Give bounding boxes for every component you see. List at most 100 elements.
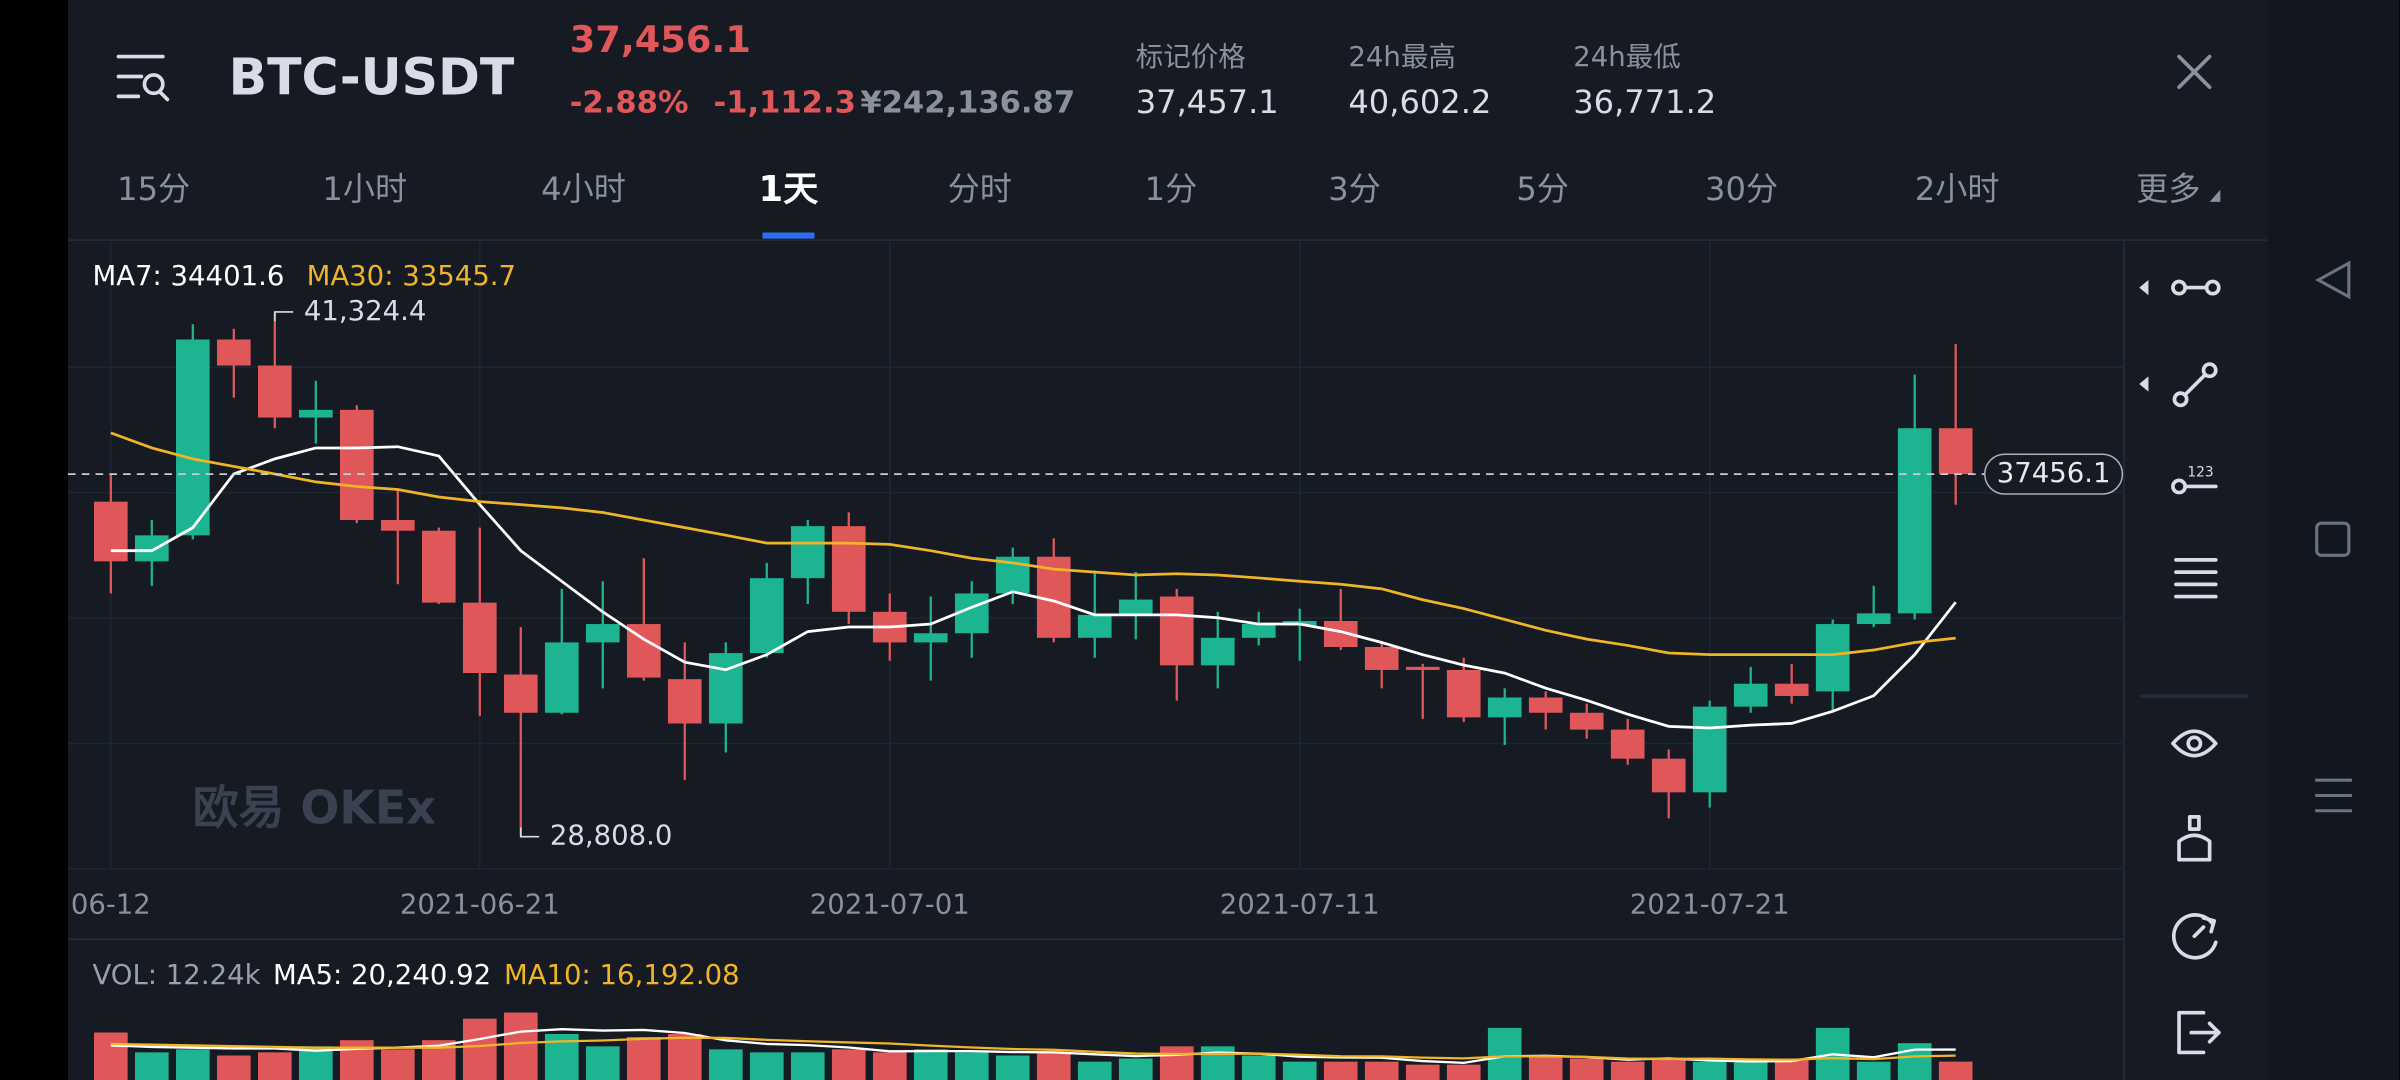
volume-bar <box>93 1032 128 1080</box>
horizontal-line-tool[interactable] <box>2171 279 2221 296</box>
reset-tool[interactable] <box>2171 913 2218 960</box>
volume-bar <box>1856 1061 1891 1080</box>
clear-tool[interactable] <box>2177 815 2212 862</box>
price-line-tool[interactable]: 123 <box>2171 465 2218 495</box>
tab[interactable]: 2小时 <box>1915 170 2000 208</box>
candle-body <box>1118 599 1153 615</box>
menu-icon[interactable] <box>116 54 170 102</box>
volume-bar <box>1364 1061 1399 1080</box>
watermark: 欧易 OKEx <box>193 780 436 834</box>
volume-bar <box>216 1055 251 1080</box>
candle-body <box>1897 428 1932 614</box>
volume-bar <box>585 1046 620 1080</box>
svg-text:123: 123 <box>2187 465 2213 481</box>
system-nav-bar <box>2267 0 2400 1080</box>
volume-bar <box>298 1046 333 1080</box>
x-tick-label: 2021-07-21 <box>1630 889 1790 921</box>
volume-bar <box>626 1037 661 1080</box>
candle-body <box>421 530 456 603</box>
candle-body <box>1733 683 1768 707</box>
volume-bar <box>503 1012 538 1080</box>
legend-entry: MA10: 16,192.08 <box>504 959 740 991</box>
candle-body <box>1487 697 1522 718</box>
volume-bar <box>1323 1061 1358 1080</box>
volume-bar <box>1159 1046 1194 1080</box>
current-price-label: 37456.1 <box>1997 457 2111 489</box>
system-nav <box>2315 260 2352 813</box>
volume-bar <box>708 1049 743 1080</box>
cny-price: ¥242,136.87 <box>860 86 1075 121</box>
indicator-tool[interactable] <box>2174 558 2218 599</box>
candle-body <box>1774 683 1809 696</box>
candle-body <box>749 578 784 654</box>
candle-body <box>708 653 743 724</box>
tab[interactable]: 15分 <box>117 170 190 208</box>
max-label: 41,324.4 <box>304 295 427 327</box>
exit-tool[interactable] <box>2177 1010 2221 1055</box>
volume-bar <box>790 1052 825 1080</box>
stat-label: 24h最高 <box>1348 41 1455 73</box>
volume-bar <box>175 1049 210 1080</box>
candle-body <box>1856 613 1891 625</box>
visibility-tool[interactable] <box>2171 729 2218 758</box>
trend-line-tool[interactable] <box>2172 362 2218 408</box>
volume-bar <box>1610 1061 1645 1080</box>
volume-bar <box>1938 1061 1973 1080</box>
symbol[interactable]: BTC-USDT <box>229 48 515 107</box>
candle-body <box>1528 697 1563 713</box>
candle-body <box>1610 729 1645 759</box>
min-label: 28,808.0 <box>550 820 673 852</box>
recents-button[interactable] <box>2315 778 2352 813</box>
volume-bar <box>749 1052 784 1080</box>
change-percent: -2.88% <box>570 86 689 121</box>
stat-value: 37,457.1 <box>1136 83 1279 121</box>
candle-body <box>1815 624 1850 692</box>
max-leader <box>274 311 294 322</box>
home-button[interactable] <box>2315 521 2351 557</box>
volume-bar <box>1446 1064 1481 1080</box>
volume-bar <box>913 1049 948 1080</box>
tab[interactable]: 分时 <box>948 170 1012 208</box>
volume-bar <box>1733 1061 1768 1080</box>
candle-body <box>1692 706 1727 793</box>
candle-body <box>1241 624 1276 638</box>
tab[interactable]: 1天 <box>759 169 819 210</box>
volume-bar <box>1405 1064 1440 1080</box>
volume-bar <box>339 1040 374 1080</box>
volume-bar <box>257 1052 292 1080</box>
back-button[interactable] <box>2315 260 2351 300</box>
candle-body <box>380 520 415 531</box>
tab[interactable]: 4小时 <box>541 170 626 208</box>
tab[interactable]: 30分 <box>1705 170 1778 208</box>
candle-body <box>913 633 948 643</box>
expand-arrow[interactable] <box>2139 376 2149 392</box>
candle-body <box>216 339 251 366</box>
close-button[interactable] <box>2177 54 2212 90</box>
candle-body <box>831 526 866 612</box>
more-arrow <box>2209 189 2221 202</box>
candle-body <box>1651 758 1686 793</box>
tool-sidebar: 123 <box>2139 279 2249 1055</box>
candle-chart: 06-12 2021-06-21 2021-07-01 2021-07-11 2021-… <box>67 241 2124 1080</box>
volume-bar <box>462 1018 497 1080</box>
tab[interactable]: 1小时 <box>322 170 407 208</box>
volume-bar <box>954 1052 989 1080</box>
x-tick-label: 2021-07-01 <box>810 889 970 921</box>
candle-body <box>462 602 497 674</box>
last-price: 37,456.1 <box>570 18 751 61</box>
tab[interactable]: 1分 <box>1145 170 1198 208</box>
tab[interactable]: 3分 <box>1328 170 1381 208</box>
candle-body <box>503 674 538 713</box>
expand-arrow[interactable] <box>2139 279 2149 296</box>
volume-label: VOL: 12.24k <box>92 959 260 991</box>
stat-label: 24h最低 <box>1573 41 1680 73</box>
volume-bar <box>1774 1058 1809 1080</box>
tab[interactable]: 5分 <box>1516 170 1569 208</box>
tab[interactable]: 更多 <box>2136 170 2200 208</box>
candle-body <box>257 365 292 418</box>
volume-bar <box>380 1049 415 1080</box>
volume-bar <box>872 1052 907 1080</box>
candle-body <box>1938 428 1973 475</box>
candle-body <box>1077 614 1112 638</box>
stat-value: 40,602.2 <box>1348 83 1491 121</box>
